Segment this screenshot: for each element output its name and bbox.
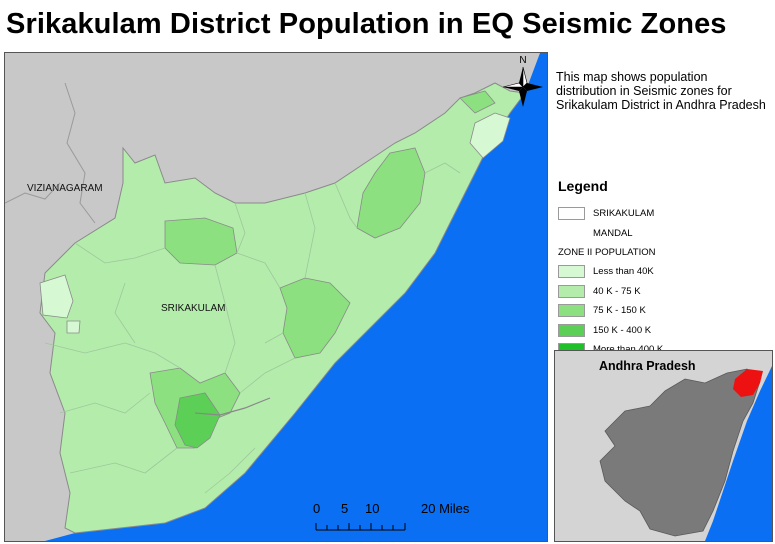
legend-item-district: SRIKAKULAM — [558, 204, 768, 224]
mandal-less-than-40k-west[interactable] — [39, 274, 74, 319]
river-line — [194, 397, 271, 416]
north-label: N — [519, 55, 526, 66]
legend-label-1: Less than 40K — [593, 266, 654, 278]
state-boundary-line — [64, 82, 96, 224]
map-description: This map shows population distribution i… — [556, 70, 775, 112]
legend-swatch-mandal — [558, 227, 585, 240]
mandal-75-150k-tip[interactable] — [459, 90, 496, 114]
legend-item-mandal: MANDAL — [558, 224, 768, 244]
legend-label-mandal: MANDAL — [593, 227, 633, 239]
mandal-75-150k-north[interactable] — [164, 217, 238, 266]
mandal-75-150k-northeast[interactable] — [356, 147, 426, 239]
legend-class-2: 40 K - 75 K — [558, 282, 768, 302]
inset-srikakulam-highlight — [733, 369, 763, 397]
legend-label-district: SRIKAKULAM — [593, 208, 655, 220]
region-boundary-line — [5, 182, 61, 204]
main-map[interactable]: VIZIANAGARAM SRIKAKULAM N 0 5 10 20 Mile… — [4, 52, 548, 542]
legend-zone-heading: ZONE II POPULATION — [558, 247, 656, 258]
description-line-2: distribution in Seismic zones for — [556, 84, 732, 98]
legend-swatch-2 — [558, 284, 585, 298]
legend-swatch-3 — [558, 304, 585, 318]
scale-bar: 0 5 10 20 Miles — [313, 501, 470, 531]
legend-label-2: 40 K - 75 K — [593, 285, 641, 297]
district-label-srikakulam: SRIKAKULAM — [161, 303, 225, 314]
legend-classes: Less than 40K 40 K - 75 K 75 K - 150 K 1… — [558, 262, 768, 360]
scale-label-5: 5 — [341, 501, 348, 516]
legend-swatch-4 — [558, 323, 585, 337]
legend-class-1: Less than 40K — [558, 262, 768, 282]
inset-sea — [705, 351, 772, 541]
legend-swatch-1 — [558, 265, 585, 279]
legend: Legend SRIKAKULAM MANDAL ZONE II POPULAT… — [558, 178, 768, 360]
legend-swatch-district — [558, 207, 585, 221]
legend-label-3: 75 K - 150 K — [593, 305, 646, 317]
north-arrow-icon: N — [502, 55, 543, 107]
description-line-3: Srikakulam District in Andhra Pradesh — [556, 98, 766, 112]
mandal-less-than-40k-northeast[interactable] — [469, 112, 511, 159]
description-line-1: This map shows population — [556, 70, 708, 84]
main-map-canvas[interactable]: VIZIANAGARAM SRIKAKULAM N 0 5 10 20 Mile… — [5, 53, 547, 541]
inset-map[interactable]: Andhra Pradesh — [554, 350, 773, 542]
sea-area — [45, 53, 547, 541]
map-title: Srikakulam District Population in EQ Sei… — [6, 8, 727, 40]
mandal-75-150k-central[interactable] — [279, 277, 351, 359]
legend-class-4: 150 K - 400 K — [558, 321, 768, 341]
region-label-vizianagaram: VIZIANAGARAM — [27, 183, 103, 194]
legend-label-4: 150 K - 400 K — [593, 324, 652, 336]
mandal-150-400k[interactable] — [174, 392, 221, 449]
legend-class-3: 75 K - 150 K — [558, 301, 768, 321]
inset-title: Andhra Pradesh — [599, 359, 696, 373]
scale-label-0: 0 — [313, 501, 320, 516]
scale-label-20: 20 Miles — [421, 501, 470, 516]
scale-label-10: 10 — [365, 501, 379, 516]
inset-map-canvas — [555, 351, 772, 541]
mandal-less-than-40k-small[interactable] — [66, 320, 81, 334]
legend-label-5: More than 400 K — [593, 344, 663, 355]
mandal-boundaries — [44, 162, 461, 494]
legend-title: Legend — [558, 178, 608, 194]
